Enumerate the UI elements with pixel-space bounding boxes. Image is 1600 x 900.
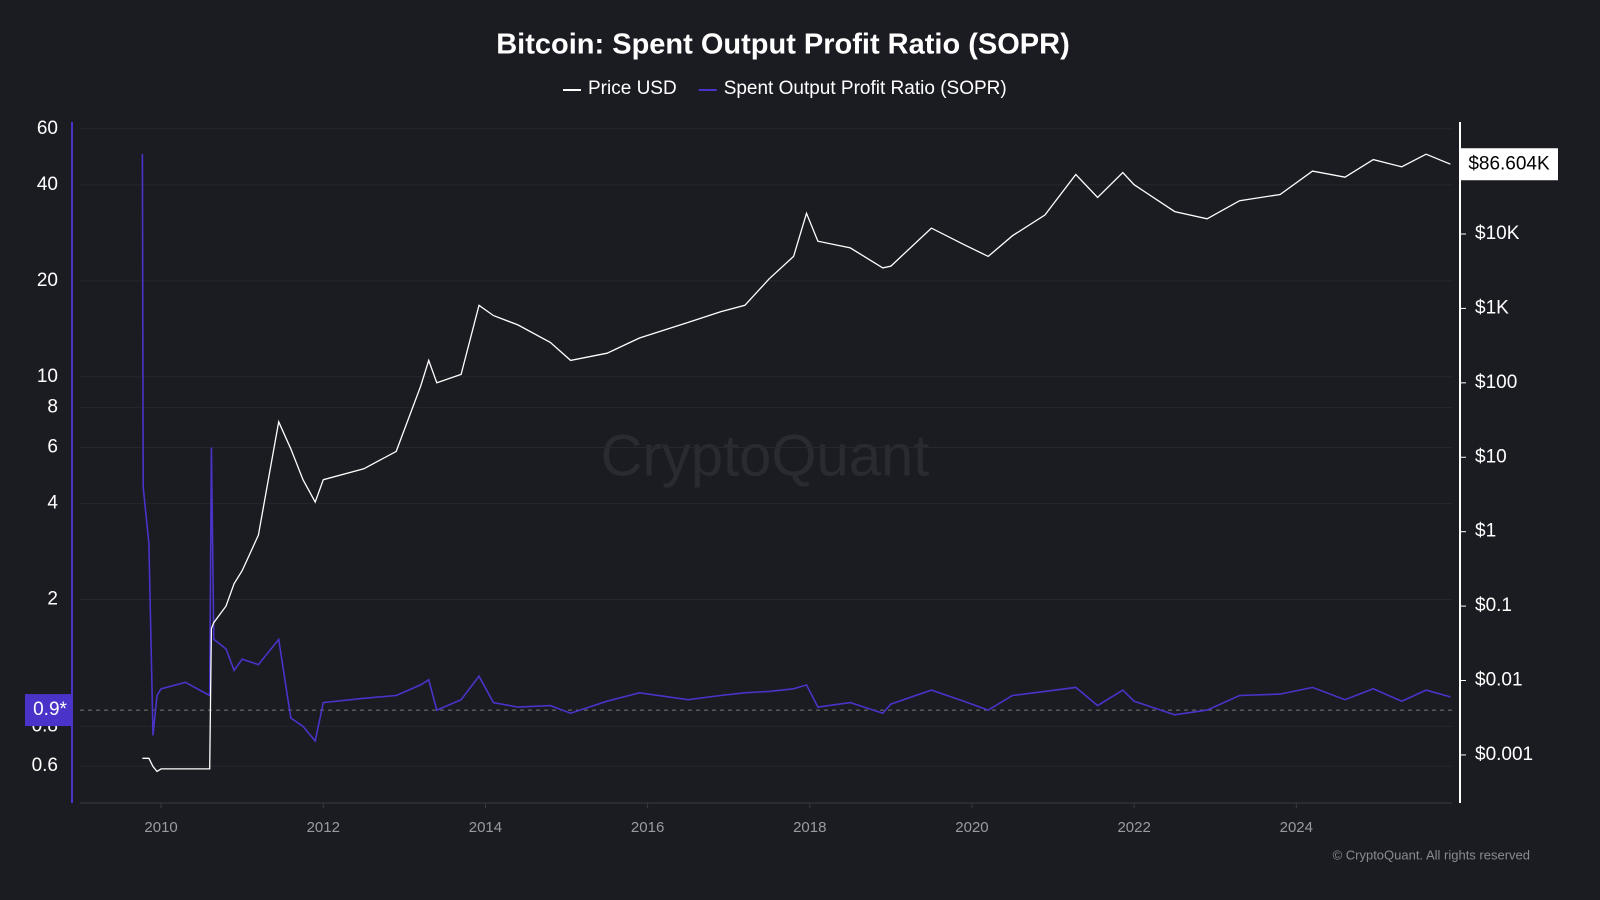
x-tick-label: 2014 — [469, 819, 502, 836]
y2-tick-label: $0.01 — [1475, 670, 1523, 691]
watermark: CryptoQuant — [601, 423, 930, 488]
sopr-marker-box — [25, 694, 73, 727]
series-line — [142, 153, 1451, 773]
y2-tick-label: $10K — [1475, 223, 1520, 244]
y-tick-label: 2 — [47, 589, 58, 610]
copyright: © CryptoQuant. All rights reserved — [1333, 847, 1530, 862]
y-tick-label: 10 — [37, 366, 58, 387]
price-marker-label: $86.604K — [1468, 153, 1550, 174]
x-tick-label: 2016 — [631, 819, 664, 836]
y-tick-label: 20 — [37, 270, 58, 291]
x-tick-label: 2022 — [1117, 819, 1150, 836]
y2-tick-label: $1 — [1475, 521, 1496, 542]
y-tick-label: 40 — [37, 174, 58, 195]
x-tick-label: 2012 — [307, 819, 340, 836]
x-tick-label: 2020 — [955, 819, 988, 836]
legend-label: Price USD — [588, 78, 677, 99]
series-line — [141, 153, 1451, 743]
chart-title: Bitcoin: Spent Output Profit Ratio (SOPR… — [496, 29, 1070, 61]
y2-tick-label: $10 — [1475, 446, 1507, 467]
y-tick-label: 8 — [47, 397, 58, 418]
y2-tick-label: $0.001 — [1475, 744, 1533, 765]
sopr-marker-label: 0.9* — [33, 699, 67, 720]
x-tick-label: 2010 — [144, 819, 177, 836]
y2-tick-label: $1K — [1475, 297, 1509, 318]
y-tick-label: 0.6 — [32, 755, 58, 776]
y-tick-label: 60 — [37, 118, 58, 139]
y-tick-label: 4 — [47, 493, 58, 514]
y-tick-label: 6 — [47, 437, 58, 458]
y2-tick-label: $0.1 — [1475, 595, 1512, 616]
y2-tick-label: $100 — [1475, 372, 1517, 393]
legend-label: Spent Output Profit Ratio (SOPR) — [724, 78, 1007, 99]
x-tick-label: 2018 — [793, 819, 826, 836]
x-tick-label: 2024 — [1280, 819, 1313, 836]
price-marker-box — [1461, 148, 1558, 181]
